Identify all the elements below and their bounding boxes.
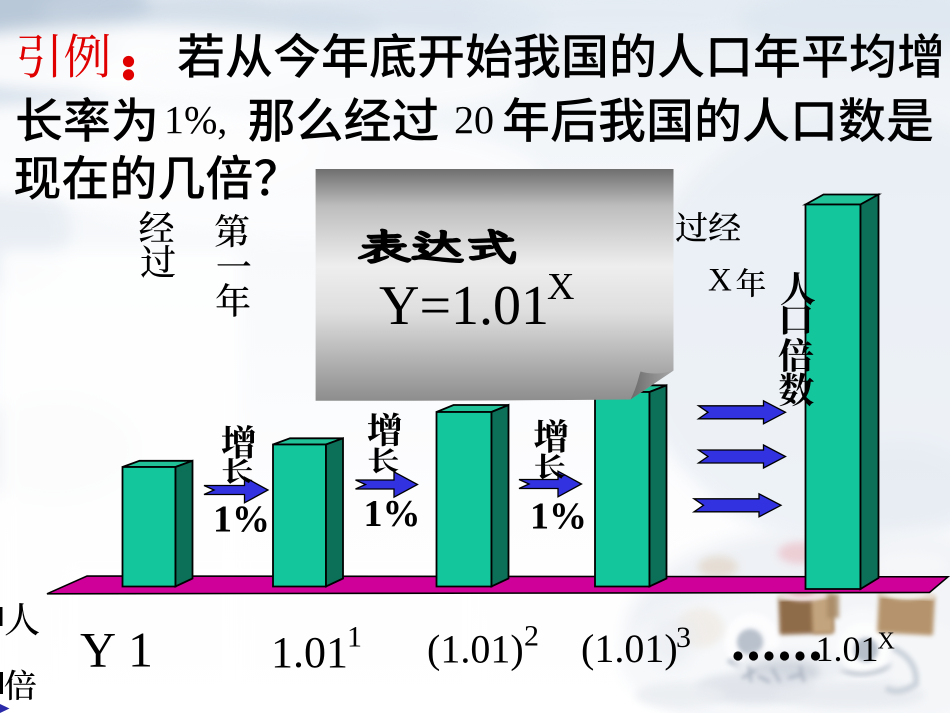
svg-text:1: 1 <box>128 622 153 678</box>
svg-text:1%: 1% <box>530 496 587 538</box>
svg-text:X: X <box>878 629 895 655</box>
svg-text:Y: Y <box>80 622 116 678</box>
svg-text:Y=1.01: Y=1.01 <box>379 275 549 337</box>
svg-text:1: 1 <box>347 621 362 654</box>
svg-text:X: X <box>708 263 732 299</box>
svg-text:(1.01): (1.01) <box>427 627 524 672</box>
svg-text:1%: 1% <box>213 499 270 541</box>
svg-text:1.01: 1.01 <box>271 628 348 677</box>
svg-text:(1.01): (1.01) <box>581 626 678 671</box>
svg-text:3: 3 <box>676 621 691 654</box>
svg-text:X: X <box>547 266 574 308</box>
svg-text:1.01: 1.01 <box>816 629 879 669</box>
svg-text:1%: 1% <box>364 493 421 535</box>
svg-text:2: 2 <box>524 620 539 653</box>
